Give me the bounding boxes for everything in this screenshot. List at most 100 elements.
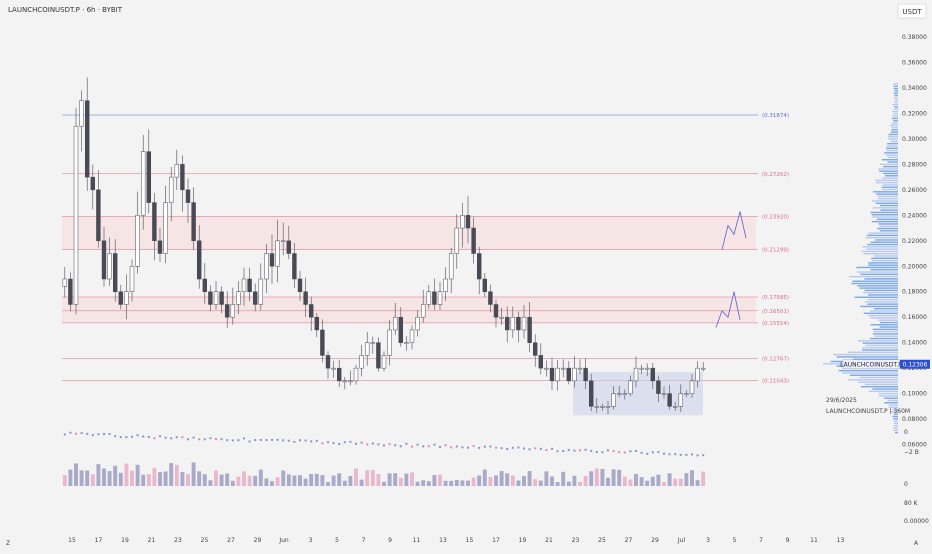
supply-demand-zones <box>62 216 756 323</box>
time-tick-label: 17 <box>95 537 103 544</box>
profile-bar <box>856 271 898 273</box>
symbol-watermark: LAUNCHCOINUSDT.P | 360M <box>826 408 910 415</box>
profile-bar <box>867 294 898 296</box>
profile-bar <box>849 275 898 278</box>
profile-bar <box>871 214 898 216</box>
profile-bar <box>865 236 898 239</box>
price-tick-label: 0.38000 <box>902 34 927 41</box>
price-tick-label: 0.34000 <box>902 85 927 92</box>
volume-bar <box>415 481 420 486</box>
oscillator-dot <box>349 440 352 443</box>
volume-bar <box>387 473 392 486</box>
profile-bar <box>874 255 898 257</box>
projection-path <box>715 291 741 328</box>
volume-bar <box>482 469 487 486</box>
profile-bar <box>869 337 898 340</box>
profile-bar <box>867 303 898 305</box>
symbol-title: LAUNCHCOINUSDT.P · 6h · BYBIT <box>8 6 123 14</box>
profile-bar <box>880 209 898 211</box>
volume-bar <box>309 474 314 486</box>
candle-body <box>73 125 79 305</box>
current-price-value: 0.12306 <box>903 361 928 368</box>
profile-bar <box>860 305 898 308</box>
price-tick-label: 0.10000 <box>902 391 927 398</box>
profile-bar <box>886 149 898 152</box>
time-tick-label: 19 <box>121 537 129 544</box>
time-tick-label: 3 <box>309 537 313 544</box>
profile-bar <box>885 175 898 177</box>
candle-body <box>471 227 476 254</box>
profile-bar <box>870 317 898 319</box>
profile-bar <box>892 415 898 418</box>
oscillator-dot <box>226 439 229 442</box>
oscillator-dot <box>125 436 128 439</box>
profile-bar <box>871 257 898 260</box>
volume-bar <box>326 481 330 486</box>
profile-bar <box>867 298 898 301</box>
profile-bar <box>849 374 898 376</box>
oscillator-dot <box>63 433 66 436</box>
oscillator-dot <box>248 440 251 443</box>
oscillator-dot <box>640 451 643 454</box>
profile-bar <box>868 390 898 392</box>
profile-bar <box>851 282 898 285</box>
time-axis[interactable]: 15 17 19 21 23 25 27 29 Jun 3 5 7 9 11 13 15 17 19 21 23 25 2… <box>68 537 844 544</box>
profile-bar <box>838 369 898 372</box>
volume-bar <box>208 480 213 486</box>
candle-body <box>387 329 392 356</box>
volume-bar <box>214 470 218 486</box>
time-tick-label: 5 <box>335 537 339 544</box>
oscillator-dot <box>153 437 156 440</box>
candle-body <box>672 406 678 408</box>
volume-bar <box>146 474 151 486</box>
candle-body <box>174 164 180 178</box>
time-tick-label: 7 <box>362 537 366 544</box>
price-tick-label: 0.08000 <box>902 416 927 423</box>
level-label: (0.15554) <box>762 321 789 327</box>
volume-bar <box>197 471 202 486</box>
oscillator-dot <box>623 451 626 454</box>
candle-body <box>303 291 308 305</box>
oscillator-dot <box>556 450 559 453</box>
volume-bar <box>202 474 207 486</box>
volume-bar <box>320 475 325 486</box>
currency-button[interactable]: USDT <box>897 3 927 19</box>
candle-body <box>348 380 353 383</box>
profile-bar <box>859 376 898 379</box>
time-tick-label: Jun <box>278 537 289 544</box>
volume-bar <box>544 471 549 486</box>
candle-body <box>140 151 146 216</box>
volume-bar <box>281 470 286 486</box>
profile-bar <box>882 184 898 186</box>
oscillator-dot <box>299 439 301 442</box>
volume-bar <box>494 475 498 486</box>
volume-bar <box>538 480 543 486</box>
price-tick-label: 0.28000 <box>902 161 927 168</box>
volume-bar <box>561 471 566 486</box>
candle-body <box>577 367 583 370</box>
volume-bar <box>113 465 118 486</box>
profile-bar <box>893 113 898 115</box>
timezone-icon[interactable]: Z <box>6 540 10 547</box>
volume-bar <box>230 480 235 486</box>
candle-body <box>689 380 695 394</box>
volume-bar <box>622 476 627 486</box>
profile-bar <box>870 241 898 243</box>
profile-bar <box>893 418 898 420</box>
profile-bar <box>893 87 898 90</box>
profile-bar <box>864 301 898 303</box>
oscillator-dot <box>220 438 223 441</box>
profile-bar <box>893 422 898 425</box>
profile-bar <box>894 431 898 434</box>
oscillator-dot <box>388 443 391 446</box>
candle-body <box>695 367 700 382</box>
oscillator-dot <box>663 452 665 455</box>
oscillator-dot <box>170 437 173 440</box>
volume-bar <box>471 477 476 486</box>
volume-bar <box>499 471 504 486</box>
auto-scale-button[interactable]: A <box>914 540 919 547</box>
candle-body <box>320 329 325 356</box>
candle-body <box>129 266 135 292</box>
oscillator-dot <box>293 440 296 443</box>
